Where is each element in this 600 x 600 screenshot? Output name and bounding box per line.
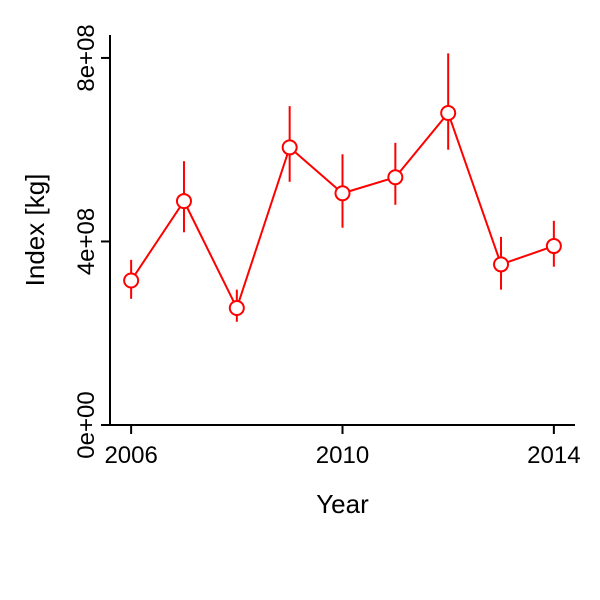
x-tick-label: 2006	[104, 442, 157, 469]
x-axis-label: Year	[316, 489, 369, 519]
y-tick-label: 8e+08	[73, 24, 100, 91]
x-tick-label: 2010	[316, 442, 369, 469]
x-tick-label: 2014	[527, 442, 580, 469]
y-tick-label: 0e+00	[73, 391, 100, 458]
y-axis-label: Index [kg]	[20, 174, 50, 287]
index-timeseries-chart: 2006 2010 2014 0e+00 4e+08 8e+08 Year Index [kg…	[0, 0, 600, 600]
y-tick-label: 4e+08	[73, 208, 100, 275]
